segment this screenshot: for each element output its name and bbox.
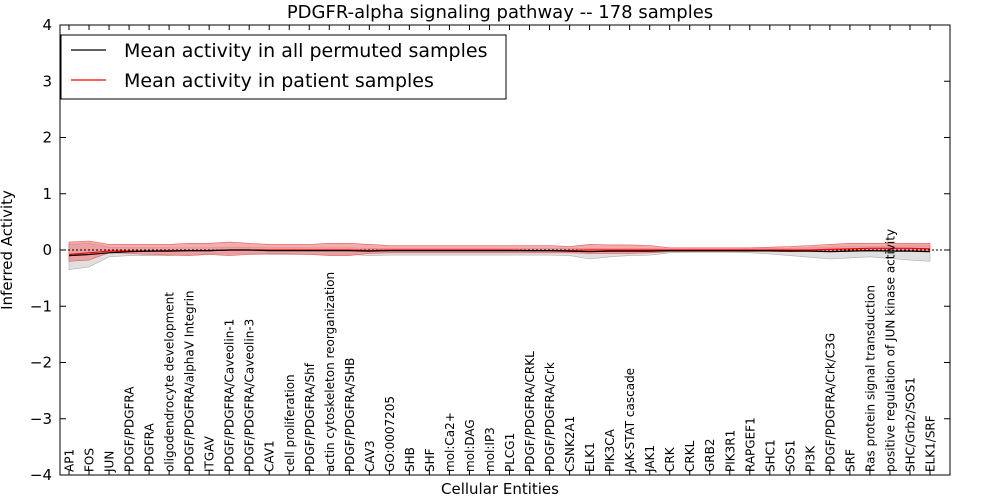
x-tick-label: mol:IP3 xyxy=(483,427,497,472)
legend-box xyxy=(60,34,507,100)
x-tick-label: RAPGEF1 xyxy=(743,417,757,472)
y-tick-label: 0 xyxy=(42,241,52,259)
x-tick-label: Ras protein signal transduction xyxy=(863,285,877,472)
x-tick-label: PDGFRA xyxy=(143,422,157,472)
x-tick-label: FOS xyxy=(83,448,97,472)
x-tick-label: PDGF/PDGFRA/Caveolin-3 xyxy=(243,319,257,472)
x-tick-label: ELK1 xyxy=(583,442,597,472)
chart-title: PDGFR-alpha signaling pathway -- 178 sam… xyxy=(287,2,713,23)
x-tick-label: CSNK2A1 xyxy=(563,416,577,472)
x-tick-label: mol:Ca2+ xyxy=(443,412,457,472)
x-tick-label: ELK1/SRF xyxy=(924,415,938,472)
x-tick-label: PDGF/PDGFRA/Caveolin-1 xyxy=(223,319,237,472)
x-tick-label: SRF xyxy=(843,449,857,472)
bands-layer xyxy=(68,240,931,271)
x-tick-label: SHF xyxy=(423,448,437,472)
x-tick-label: PIK3CA xyxy=(603,428,617,472)
x-tick-label: GO:0007205 xyxy=(383,396,397,472)
x-axis-label: Cellular Entities xyxy=(441,480,559,498)
x-tick-label: CRKL xyxy=(683,440,697,472)
x-tick-label: cell proliferation xyxy=(283,374,297,472)
legend: Mean activity in all permuted samples Me… xyxy=(60,34,507,100)
x-tick-label: CRK xyxy=(663,446,677,472)
x-tick-label: GRB2 xyxy=(703,438,717,472)
x-tick-label: SHC/Grb2/SOS1 xyxy=(904,377,918,472)
x-tick-label: SHC1 xyxy=(763,439,777,472)
x-tick-label: JAK1 xyxy=(643,445,657,473)
x-tick-label: JUN xyxy=(103,451,117,473)
x-tick-label: PDGF/PDGFRA/SHB xyxy=(343,358,357,472)
x-tick-label: PI3K xyxy=(803,445,817,472)
x-tick-label: PDGF/PDGFRA xyxy=(123,386,137,472)
x-tick-label: CAV1 xyxy=(263,440,277,472)
y-tick-label: −4 xyxy=(30,466,52,484)
x-tick-label: actin cytoskeleton reorganization xyxy=(323,272,337,472)
y-tick-label: 4 xyxy=(42,16,52,34)
y-tick-label: −2 xyxy=(30,354,52,372)
y-tick-label: −1 xyxy=(30,297,52,315)
x-tick-label: PLCG1 xyxy=(503,433,517,472)
x-axis: AP1 FOS JUN PDGF/PDGFRA PDGFRA oligodendrocyt… xyxy=(63,25,938,475)
legend-label-patient: Mean activity in patient samples xyxy=(124,70,434,92)
x-tick-label: PDGF/PDGFRA/Crk/C3G xyxy=(823,333,837,472)
y-tick-label: 2 xyxy=(42,129,52,147)
x-tick-label: CAV3 xyxy=(363,440,377,472)
x-tick-label: mol:DAG xyxy=(463,419,477,472)
x-tick-label: ITGAV xyxy=(203,435,217,472)
x-tick-label: oligodendrocyte development xyxy=(163,292,177,472)
x-tick-label: PDGF/PDGFRA/Crk xyxy=(543,362,557,472)
x-tick-label: PDGF/PDGFRA/CRKL xyxy=(523,351,537,472)
x-tick-label: PDGF/PDGFRA/alphaV Integrin xyxy=(183,290,197,472)
y-axis-label: Inferred Activity xyxy=(0,190,16,310)
x-tick-label: positive regulation of JUN kinase activi… xyxy=(884,229,898,472)
y-tick-label: 1 xyxy=(42,185,52,203)
y-tick-label: 3 xyxy=(42,72,52,90)
line-series-0 xyxy=(68,249,931,257)
x-tick-label: AP1 xyxy=(63,449,77,472)
x-tick-label: SHB xyxy=(403,447,417,472)
y-tick-label: −3 xyxy=(30,410,52,428)
x-tick-label: PDGF/PDGFRA/Shf xyxy=(303,362,317,472)
x-tick-label: SOS1 xyxy=(783,440,797,472)
x-tick-label: JAK-STAT cascade xyxy=(623,368,637,473)
y-axis: −4 −3 −2 −1 0 1 2 3 4 xyxy=(30,16,950,484)
lines-layer xyxy=(68,247,931,257)
legend-label-permuted: Mean activity in all permuted samples xyxy=(124,40,487,62)
x-tick-label: PIK3R1 xyxy=(723,430,737,472)
